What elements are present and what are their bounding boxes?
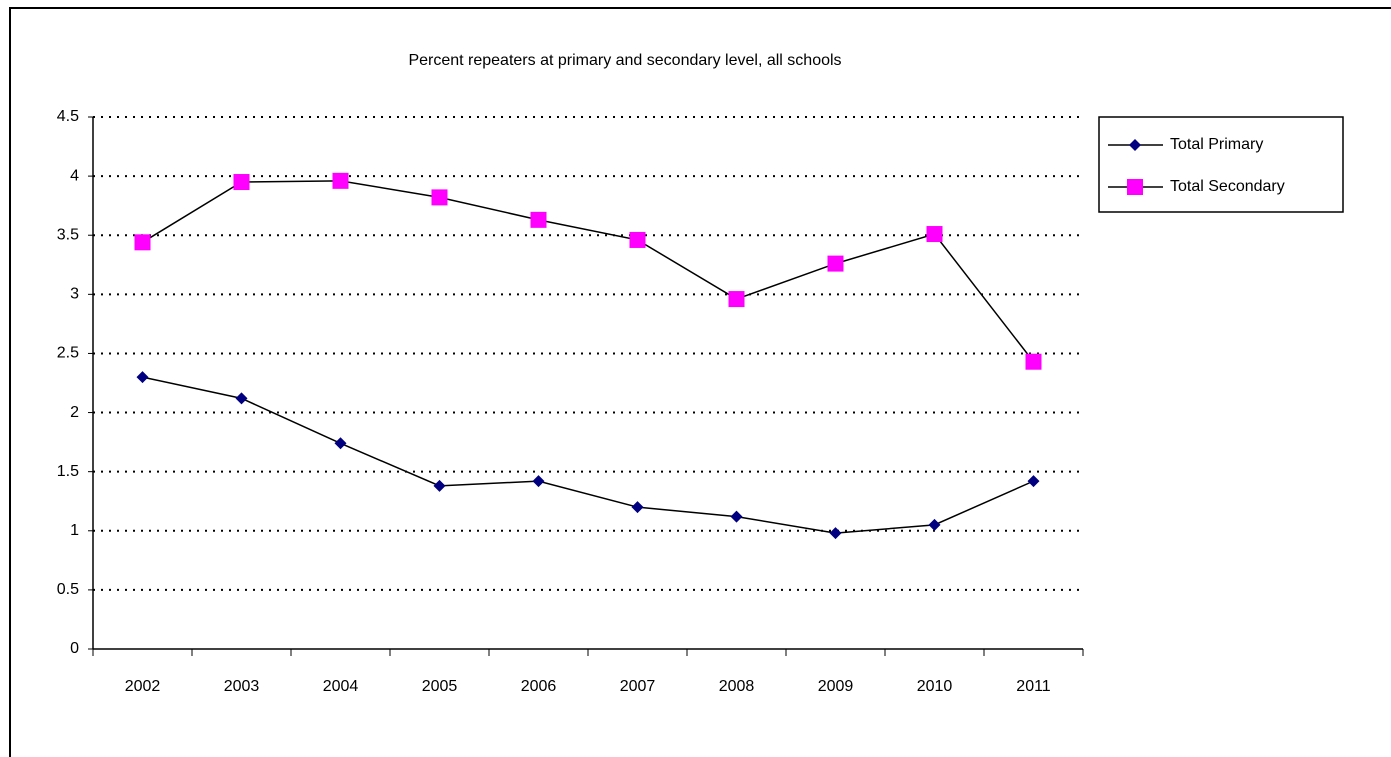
data-point bbox=[532, 475, 545, 488]
y-tick-label: 4 bbox=[70, 167, 79, 184]
data-point bbox=[334, 437, 347, 450]
data-point bbox=[631, 501, 644, 514]
x-tick-label: 2004 bbox=[323, 678, 359, 695]
y-tick-label: 1 bbox=[70, 522, 79, 539]
x-tick-label: 2011 bbox=[1016, 678, 1051, 695]
x-tick-label: 2008 bbox=[719, 678, 755, 695]
data-point bbox=[829, 527, 842, 540]
x-tick-label: 2010 bbox=[917, 678, 953, 695]
series-line bbox=[142, 180, 1035, 363]
data-point bbox=[530, 211, 547, 228]
data-point bbox=[928, 518, 941, 531]
data-point bbox=[431, 189, 448, 206]
x-tick-label: 2009 bbox=[818, 678, 854, 695]
y-tick-label: 3.5 bbox=[57, 226, 79, 243]
y-tick-label: 2 bbox=[70, 404, 79, 421]
y-tick-label: 1.5 bbox=[57, 463, 79, 480]
x-tick-label: 2003 bbox=[224, 678, 260, 695]
y-tick-label: 0.5 bbox=[57, 581, 79, 598]
data-point bbox=[332, 172, 349, 189]
legend-marker bbox=[1129, 139, 1141, 151]
series-line bbox=[142, 376, 1034, 534]
data-point bbox=[235, 392, 248, 405]
data-point bbox=[134, 234, 151, 251]
legend-marker bbox=[1127, 179, 1143, 195]
legend-box bbox=[1098, 116, 1344, 213]
data-point bbox=[1025, 353, 1042, 370]
data-point bbox=[926, 226, 943, 243]
y-tick-label: 4.5 bbox=[57, 108, 79, 125]
data-point bbox=[233, 174, 250, 191]
data-point bbox=[1027, 475, 1040, 488]
x-tick-label: 2006 bbox=[521, 678, 557, 695]
y-tick-label: 0 bbox=[70, 640, 79, 657]
data-point bbox=[629, 231, 646, 248]
y-tick-label: 3 bbox=[70, 286, 79, 303]
legend-label: Total Primary bbox=[1170, 136, 1263, 153]
legend-label: Total Secondary bbox=[1170, 178, 1285, 195]
data-point bbox=[730, 510, 743, 523]
x-tick-label: 2005 bbox=[422, 678, 458, 695]
data-point bbox=[827, 255, 844, 272]
data-point bbox=[136, 371, 149, 384]
chart-title: Percent repeaters at primary and seconda… bbox=[408, 52, 841, 69]
x-tick-label: 2002 bbox=[125, 678, 161, 695]
y-tick-label: 2.5 bbox=[57, 345, 79, 362]
x-tick-label: 2007 bbox=[620, 678, 656, 695]
data-point bbox=[433, 479, 446, 492]
data-point bbox=[728, 291, 745, 308]
